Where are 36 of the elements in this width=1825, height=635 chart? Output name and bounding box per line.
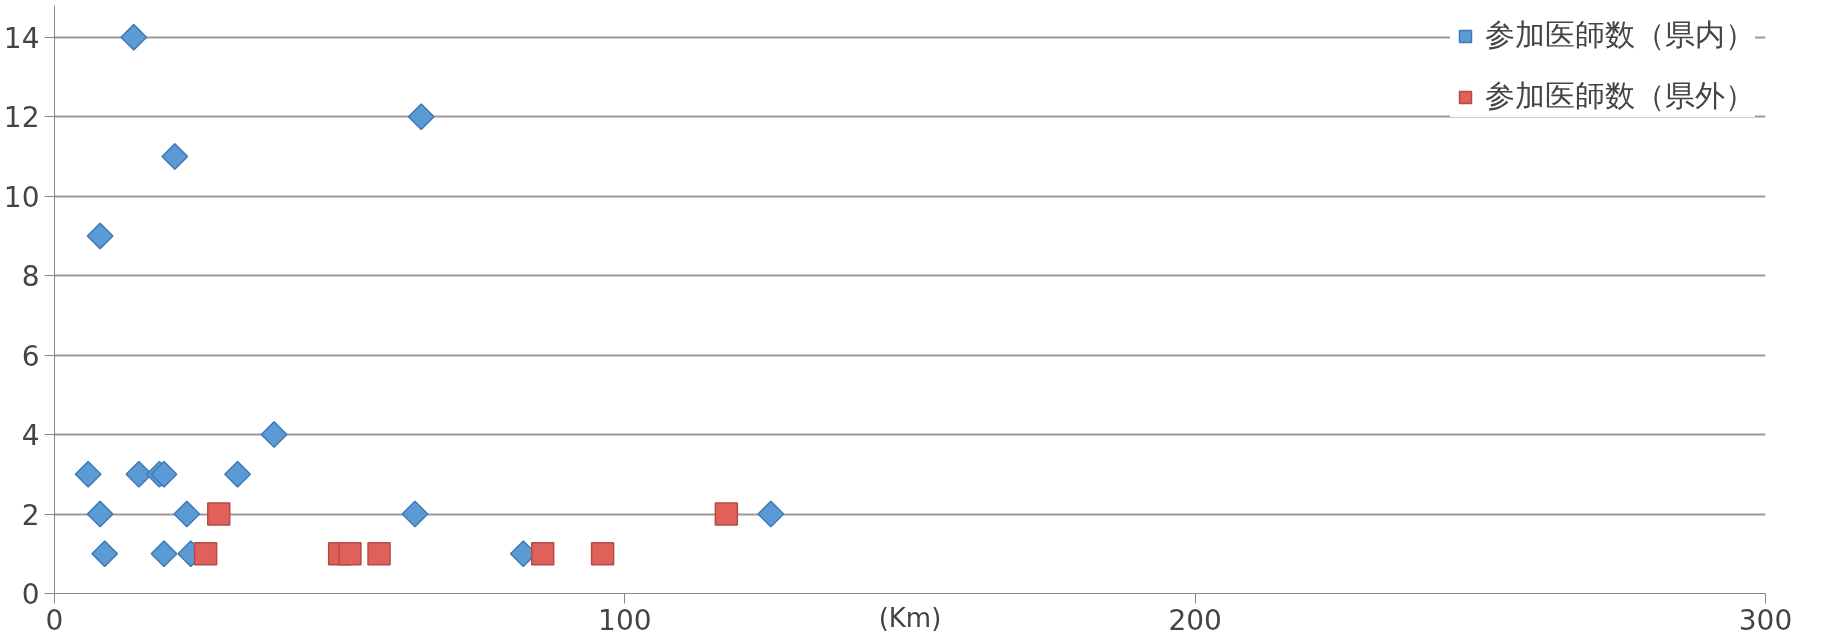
y-tick-label: 12 [3,101,40,135]
y-tick-label: 4 [21,419,40,453]
point [161,143,189,170]
point [150,540,178,568]
x-tick-label: 300 [1738,603,1793,635]
y-tick-label: 2 [21,498,40,532]
x-axis-title: (Km) [878,602,942,633]
y-tick-label: 10 [3,180,40,214]
y-tick-label: 8 [21,260,40,294]
y-tick-label: 0 [21,578,40,611]
point [74,460,102,488]
point [367,542,391,566]
x-tick-label: 100 [598,603,652,635]
point [260,421,288,449]
point [590,542,615,566]
point [150,460,178,488]
point [120,23,148,51]
y-tick-label: 14 [3,21,40,55]
point [224,460,252,488]
y-tick-label: 6 [21,339,40,373]
point [207,502,231,526]
point [401,500,429,528]
x-tick-label: 200 [1168,603,1222,635]
x-tick-label: 0 [45,603,64,635]
point [714,502,739,526]
point [338,542,362,566]
point [193,542,218,566]
point [86,222,114,250]
legend-label: 参加医師数（県内） [1485,16,1755,54]
legend-label: 参加医師数（県外） [1485,77,1755,115]
point [86,500,114,528]
point [757,500,785,528]
point [173,500,201,528]
point [407,103,435,131]
point [91,540,119,568]
point [530,542,555,566]
